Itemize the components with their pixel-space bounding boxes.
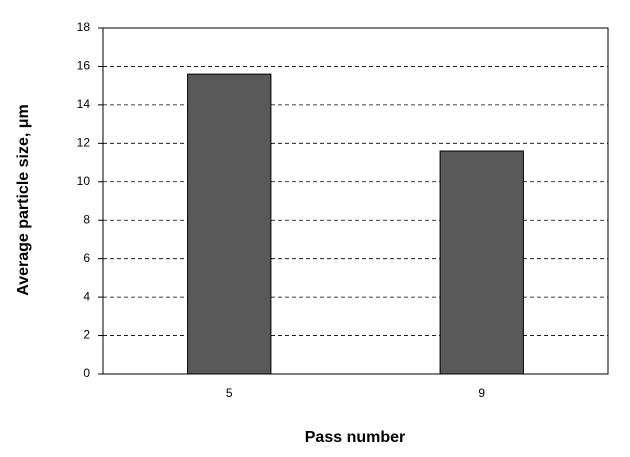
x-axis-label: Pass number (305, 429, 405, 446)
y-axis-label: Average particle size, μm (15, 104, 32, 296)
y-tick-label: 6 (83, 251, 90, 265)
y-tick-label: 0 (83, 366, 90, 380)
y-tick-label: 10 (77, 174, 91, 188)
y-tick-label: 8 (83, 212, 90, 226)
y-tick-label: 18 (77, 20, 91, 34)
bar (187, 73, 272, 375)
bar (439, 150, 524, 375)
y-tick-label: 2 (83, 328, 90, 342)
x-tick-label: 9 (478, 386, 485, 400)
plot-frame (102, 27, 609, 375)
y-tick-label: 16 (77, 59, 91, 73)
y-tick-label: 4 (83, 289, 90, 303)
x-tick-label: 5 (226, 386, 233, 400)
y-tick-label: 12 (77, 136, 91, 150)
y-tick-label: 14 (77, 97, 91, 111)
